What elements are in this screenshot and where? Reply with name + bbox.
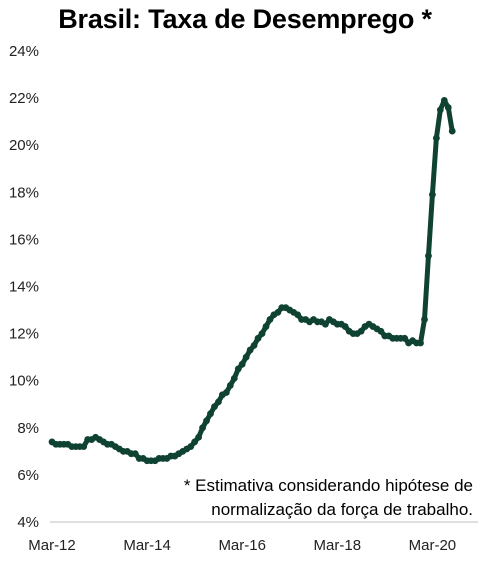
y-tick-label: 10% — [9, 373, 39, 390]
x-tick-label: Mar-16 — [218, 537, 266, 554]
x-axis: Mar-12 Mar-14 Mar-16 Mar-18 Mar-20 — [28, 537, 456, 554]
data-point — [207, 410, 214, 418]
y-tick-label: 24% — [9, 43, 39, 60]
data-point — [80, 443, 88, 451]
data-point — [242, 353, 250, 361]
data-point — [444, 104, 452, 111]
data-point — [254, 334, 262, 342]
data-point — [341, 323, 349, 330]
data-point — [226, 382, 234, 389]
data-point — [203, 417, 210, 425]
data-point — [448, 127, 456, 135]
data-point — [195, 433, 203, 441]
y-tick-label: 18% — [9, 184, 39, 201]
y-tick-label: 4% — [17, 514, 39, 531]
series-line — [49, 97, 455, 464]
footnote: * Estimativa considerando hipótese de no… — [140, 474, 473, 522]
y-axis: 4% 6% 8% 10% 12% 14% 16% 18% 20% 22% 24% — [9, 43, 39, 531]
data-point — [262, 323, 270, 330]
y-tick-label: 6% — [17, 467, 39, 484]
x-tick-label: Mar-12 — [28, 537, 76, 554]
y-tick-label: 20% — [9, 137, 39, 154]
data-point — [440, 97, 448, 104]
data-point — [246, 346, 254, 354]
y-tick-label: 14% — [9, 279, 39, 296]
x-tick-label: Mar-18 — [314, 537, 362, 554]
data-point — [436, 106, 444, 114]
series-markers — [48, 97, 456, 465]
data-point — [322, 320, 329, 328]
data-point — [425, 252, 432, 260]
data-point — [222, 389, 230, 396]
data-point — [258, 330, 266, 337]
x-tick-label: Mar-14 — [123, 537, 171, 554]
data-point — [429, 191, 436, 199]
data-point — [199, 424, 206, 432]
chart-title: Brasil: Taxa de Desemprego * — [58, 4, 432, 34]
data-point — [234, 365, 242, 373]
footnote-line-2: normalização da força de trabalho. — [211, 500, 473, 519]
data-point — [230, 374, 238, 382]
data-point — [294, 311, 302, 319]
data-point — [211, 403, 218, 411]
data-point — [432, 134, 440, 142]
data-point — [274, 309, 282, 316]
data-point — [417, 339, 424, 347]
data-point — [377, 327, 385, 335]
y-tick-label: 16% — [9, 231, 39, 248]
y-tick-label: 8% — [17, 420, 39, 437]
data-point — [187, 443, 195, 451]
data-point — [421, 316, 428, 323]
y-tick-label: 22% — [9, 90, 39, 107]
x-tick-label: Mar-20 — [409, 537, 457, 554]
y-tick-label: 12% — [9, 326, 39, 343]
data-point — [266, 316, 274, 323]
data-point — [131, 450, 139, 458]
data-point — [250, 341, 258, 349]
data-point — [191, 438, 199, 446]
data-point — [215, 398, 222, 406]
data-point — [401, 334, 409, 342]
data-point — [357, 327, 365, 335]
footnote-line-1: * Estimativa considerando hipótese de — [183, 476, 473, 495]
data-point — [238, 360, 246, 368]
